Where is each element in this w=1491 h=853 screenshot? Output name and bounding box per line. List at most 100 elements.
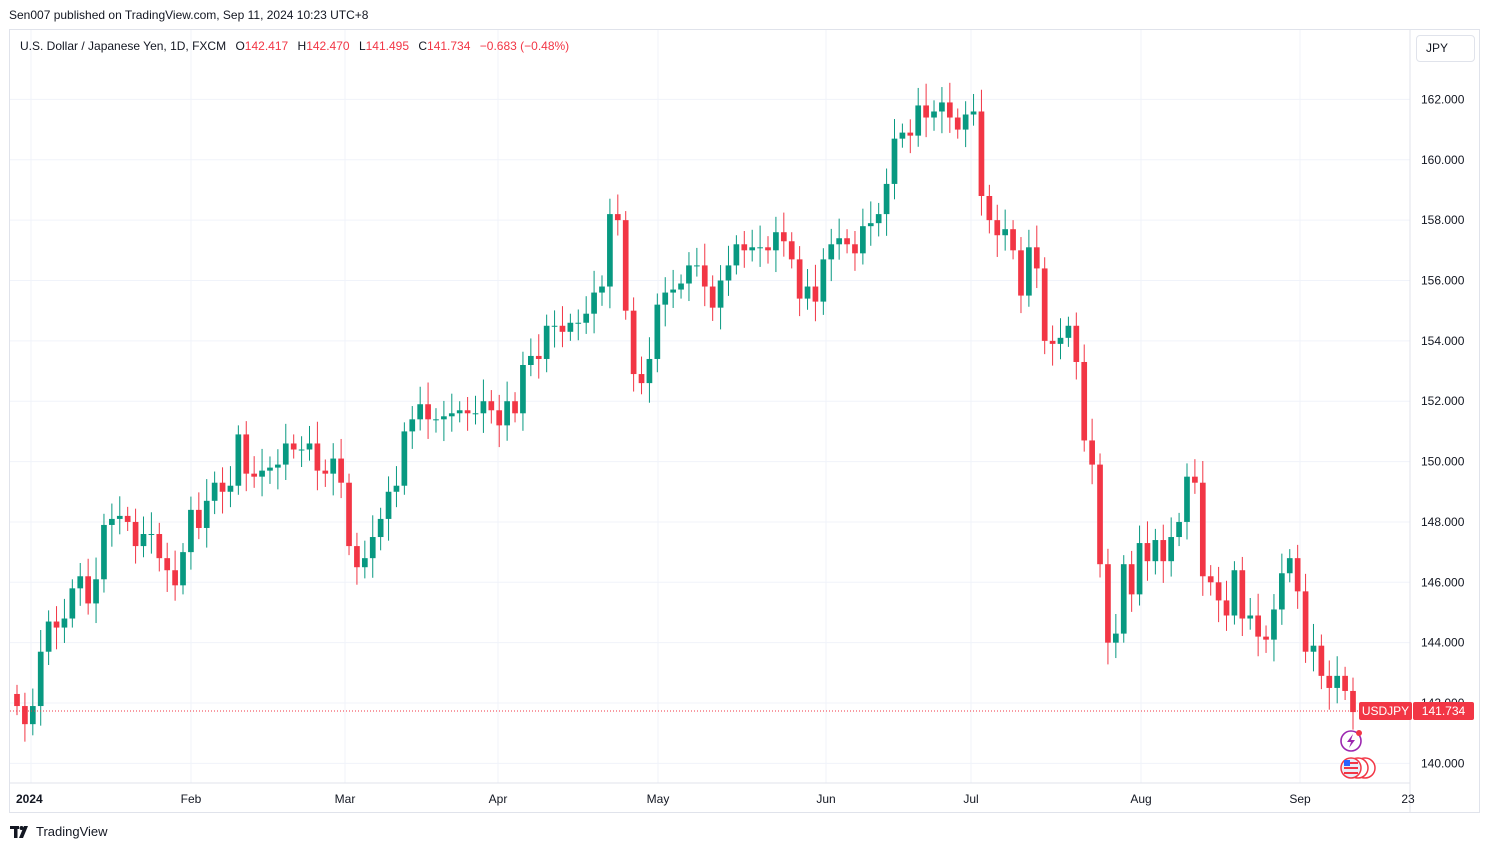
candle: [1073, 312, 1080, 380]
candle: [717, 265, 724, 330]
publish-caption: Sen007 published on TradingView.com, Sep…: [9, 8, 369, 22]
candle: [520, 351, 526, 431]
symbol-description[interactable]: U.S. Dollar / Japanese Yen, 1D, FXCM: [20, 39, 227, 53]
candle: [369, 515, 376, 578]
high-label: H: [297, 39, 307, 53]
price-tick-label: 144.000: [1421, 636, 1465, 650]
candle: [788, 232, 795, 269]
candle: [1334, 656, 1341, 704]
candle: [891, 119, 898, 200]
candle: [607, 198, 613, 309]
time-tick-label: 2024: [16, 792, 43, 806]
candle: [132, 508, 139, 564]
high-value: 142.470: [306, 39, 350, 53]
candle: [1294, 544, 1301, 609]
candle: [1231, 561, 1238, 625]
candle: [61, 598, 68, 643]
candle: [1302, 573, 1309, 663]
candle: [472, 395, 479, 425]
candle: [1263, 625, 1269, 653]
price-tag-bg: [1413, 702, 1474, 721]
candle: [203, 479, 210, 548]
candle: [599, 275, 605, 306]
time-tick-label: Sep: [1289, 792, 1311, 806]
candle: [195, 492, 202, 540]
candle: [69, 579, 76, 628]
candle: [1255, 593, 1261, 657]
candle: [765, 236, 771, 264]
lightning-icon[interactable]: [1340, 730, 1362, 752]
candle: [290, 434, 297, 459]
candle: [1286, 549, 1293, 583]
candle: [931, 100, 937, 131]
price-tick-label: 150.000: [1421, 455, 1465, 469]
candle: [528, 338, 534, 377]
candle: [1097, 453, 1103, 578]
time-tick-label: May: [647, 792, 670, 806]
candle: [1168, 517, 1175, 577]
candle: [1215, 566, 1222, 623]
candle: [85, 558, 91, 615]
time-axis[interactable]: 2024 Feb Mar Apr May Jun Jul Aug Sep 23: [10, 782, 1415, 806]
price-tick-label: 140.000: [1421, 756, 1465, 770]
brand-name: TradingView: [36, 824, 108, 839]
candle: [654, 293, 661, 373]
candle: [180, 543, 186, 595]
footer-brand[interactable]: TradingView: [10, 824, 108, 839]
candle: [1279, 553, 1285, 625]
candle: [559, 306, 566, 348]
price-tick-label: 148.000: [1421, 515, 1465, 529]
time-tick-label: 23: [1401, 792, 1415, 806]
event-markers[interactable]: [1340, 730, 1376, 779]
candle: [1152, 528, 1159, 575]
candle: [1112, 613, 1119, 659]
candle: [1310, 623, 1317, 672]
price-tick-label: 158.000: [1421, 213, 1465, 227]
candle: [773, 216, 779, 273]
currency-button[interactable]: JPY: [1416, 35, 1475, 62]
candle: [994, 204, 1001, 257]
us-flag-icon[interactable]: [1340, 757, 1376, 779]
candle: [923, 83, 929, 138]
candle: [259, 448, 265, 497]
candle: [662, 277, 669, 327]
candle: [512, 392, 518, 423]
chart-frame: [9, 29, 1480, 813]
open-label: O: [235, 39, 245, 53]
candle: [954, 108, 961, 139]
candle: [275, 449, 281, 490]
candle: [694, 247, 700, 277]
candle: [488, 390, 495, 424]
candle: [638, 356, 645, 395]
candle: [1342, 666, 1348, 701]
price-axis[interactable]: 140.000142.000144.000146.000148.000150.0…: [1409, 30, 1465, 813]
candle: [1049, 325, 1056, 366]
candle: [725, 245, 732, 296]
candle: [678, 274, 684, 299]
candle: [535, 334, 542, 379]
grid-lines: [10, 30, 1410, 783]
candle: [441, 400, 447, 442]
time-tick-label: Mar: [335, 792, 356, 806]
candle: [1207, 565, 1214, 596]
candle: [322, 459, 329, 487]
candle: [377, 507, 384, 551]
tradingview-logo-icon: [10, 825, 28, 838]
candle: [828, 228, 835, 282]
candle: [852, 231, 858, 271]
candle: [962, 101, 969, 148]
candle: [1089, 418, 1095, 485]
candle: [219, 467, 226, 514]
price-tick-label: 152.000: [1421, 394, 1465, 408]
candle: [670, 269, 676, 308]
candle: [883, 168, 890, 236]
candle: [504, 381, 510, 441]
candle: [1247, 597, 1254, 630]
candle: [156, 522, 163, 572]
candle: [346, 473, 352, 556]
candle: [986, 184, 993, 234]
candle: [1041, 257, 1048, 355]
candle: [741, 231, 748, 268]
candle: [860, 208, 866, 265]
